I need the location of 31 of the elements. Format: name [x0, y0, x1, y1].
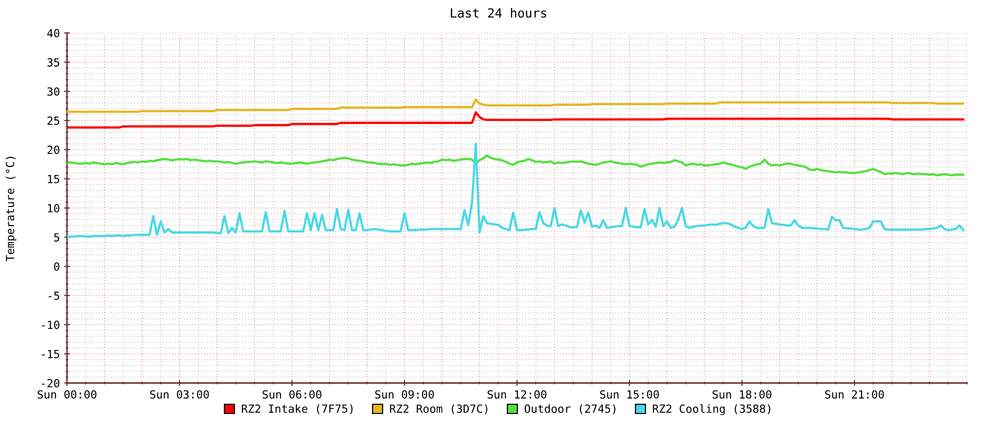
x-tick-label: Sun 06:00	[262, 390, 322, 399]
y-tick-label: -20	[42, 379, 60, 388]
x-tick-label: Sun 15:00	[600, 390, 659, 399]
y-tick-label: 15	[48, 174, 60, 184]
line-series	[67, 111, 964, 129]
legend-label: RZ2 Intake (7F75)	[242, 404, 353, 414]
y-tick-label: 40	[47, 29, 60, 38]
x-tick-label: Sun 00:00	[38, 390, 96, 399]
y-tick-label: 5	[54, 233, 60, 242]
y-axis-title: Temperature (°C)	[6, 156, 16, 262]
line-series	[67, 98, 964, 113]
legend-label: RZ2 Room (3D7C)	[390, 404, 488, 414]
y-tick-label: -15	[42, 350, 60, 358]
y-tick-label: -10	[42, 320, 60, 330]
y-tick-label: 20	[48, 146, 60, 154]
y-tick-label: 0	[54, 262, 60, 271]
x-tick-label: Sun 12:00	[488, 390, 546, 399]
y-tick-label: 25	[48, 116, 60, 125]
line-series	[67, 154, 964, 176]
chart-title: Last 24 hours	[450, 8, 546, 18]
legend-label: RZ2 Cooling (3588)	[652, 404, 770, 416]
y-tick-label: 10	[48, 204, 60, 212]
x-tick-label: Sun 09:00	[375, 390, 434, 399]
y-tick-label: 30	[47, 87, 60, 96]
x-tick-label: Sun 21:00	[825, 390, 884, 399]
x-tick-label: Sun 18:00	[712, 390, 772, 399]
y-tick-label: 35	[47, 58, 60, 67]
x-tick-label: Sun 03:00	[150, 390, 209, 399]
y-tick-label: -5	[48, 292, 60, 300]
legend-label: Outdoor (2745)	[524, 404, 616, 414]
line-series	[67, 142, 964, 238]
